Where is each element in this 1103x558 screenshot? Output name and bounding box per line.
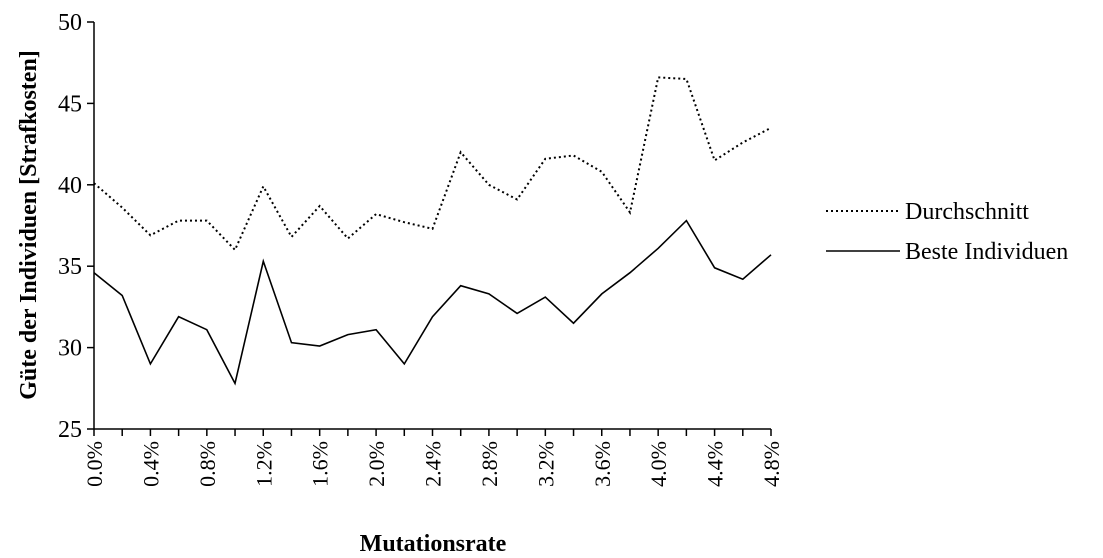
x-tick-label: 0.8% <box>195 441 220 487</box>
y-tick-label: 25 <box>58 417 82 443</box>
y-tick-label: 40 <box>58 173 82 199</box>
x-tick-label: 2.0% <box>364 441 389 487</box>
y-tick-label: 35 <box>58 254 82 280</box>
x-ticks: 0.0% 0.4% 0.8% 1.2% 1.6% 2.0% 2.4% 2.8% 3.2% 3.6%… <box>82 429 784 487</box>
x-tick-label: 3.2% <box>533 441 558 487</box>
y-ticks: 25 30 35 40 45 50 <box>58 10 94 443</box>
x-tick-label: 4.8% <box>759 441 784 487</box>
legend-label-beste-individuen: Beste Individuen <box>905 239 1068 265</box>
series-line-durchschnitt <box>93 76 772 252</box>
x-tick-label: 0.0% <box>82 441 107 487</box>
x-tick-label: 3.6% <box>590 441 615 487</box>
legend: Durchschnitt Beste Individuen <box>826 199 1068 265</box>
x-tick-label: 4.0% <box>646 441 671 487</box>
series-layer <box>93 76 772 386</box>
legend-label-durchschnitt: Durchschnitt <box>905 199 1029 225</box>
y-axis-title: Güte der Individuen [Strafkosten] <box>16 50 42 400</box>
axes <box>93 22 771 430</box>
x-tick-label: 2.8% <box>477 441 502 487</box>
x-tick-label: 2.4% <box>421 441 446 487</box>
x-tick-label: 1.2% <box>251 441 276 487</box>
y-tick-label: 50 <box>58 10 82 36</box>
series-line-beste-individuen <box>93 219 772 386</box>
x-tick-label: 1.6% <box>308 441 333 487</box>
y-tick-label: 30 <box>58 336 82 362</box>
y-tick-label: 45 <box>58 91 82 117</box>
x-tick-label: 4.4% <box>703 441 728 487</box>
x-tick-label: 0.4% <box>138 441 163 487</box>
x-axis-title: Mutationsrate <box>360 531 507 557</box>
